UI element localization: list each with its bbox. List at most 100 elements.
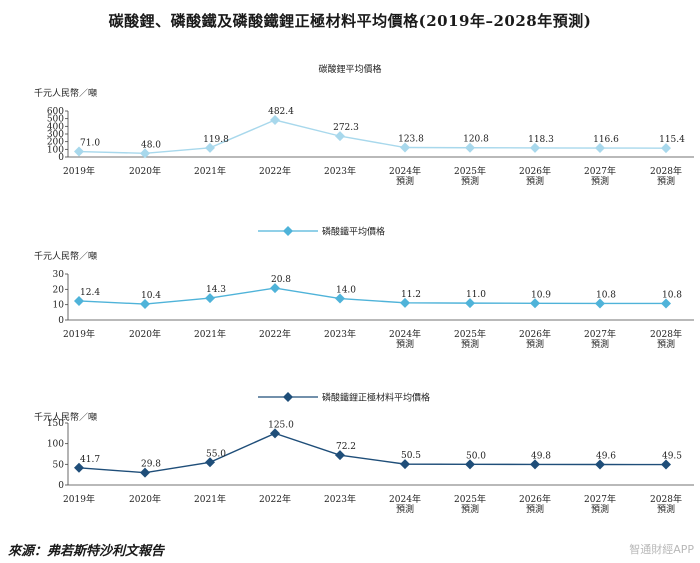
chart1-x-tick-label: 預測 [657, 175, 675, 187]
chart2-y-tick-label: 20 [53, 285, 65, 295]
chart2-data-label: 10.8 [662, 290, 682, 300]
chart1-data-point [530, 142, 540, 153]
chart2-x-tick-label: 預測 [526, 338, 544, 350]
chart2-y-tick-label: 0 [58, 316, 64, 326]
chart3-data-label: 41.7 [80, 455, 100, 465]
chart3-x-tick-label: 預測 [396, 503, 414, 515]
chart2-data-label: 10.8 [596, 290, 616, 300]
chart1-data-point [74, 146, 84, 157]
page-title: 碳酸鋰、磷酸鐵及磷酸鐵鋰正極材料平均價格(2019年–2028年預測) [108, 12, 592, 30]
chart1-data-label: 71.0 [80, 139, 100, 149]
chart1-y-tick-label: 300 [47, 130, 64, 140]
chart2-x-tick-label: 2026年 [519, 328, 551, 340]
chart2-data-label: 12.4 [80, 288, 100, 298]
chart3-x-tick-label: 2025年 [454, 493, 486, 505]
chart2-x-tick-label: 2024年 [389, 328, 421, 340]
chart1-y-tick-label: 100 [47, 145, 64, 155]
chart3-data-point [661, 459, 671, 470]
chart3-data-label: 125.0 [268, 420, 294, 430]
chart2-data-point [400, 297, 410, 308]
chart3-data-point [270, 428, 280, 439]
chart3-x-tick-label: 2021年 [194, 493, 226, 505]
chart1-x-tick-label: 2026年 [519, 165, 551, 177]
chart2-data-label: 11.2 [401, 290, 421, 300]
chart3-y-tick-label: 50 [53, 460, 65, 470]
chart3-x-tick-label: 2027年 [584, 493, 616, 505]
chart3-x-tick-label: 2028年 [650, 493, 682, 505]
chart2-x-tick-label: 預測 [461, 338, 479, 350]
chart2-data-label: 14.3 [206, 285, 226, 295]
chart2-data-point [595, 298, 605, 309]
chart2-x-tick-label: 預測 [591, 338, 609, 350]
chart2-data-point [530, 298, 540, 309]
chart2-legend-marker [283, 226, 293, 236]
chart2-data-point [465, 298, 475, 309]
chart2-y-tick-label: 30 [53, 270, 65, 280]
chart2-data-point [74, 295, 84, 306]
chart1-x-tick-label: 預測 [461, 175, 479, 187]
chart3-y-tick-label: 100 [47, 440, 64, 450]
chart1-x-tick-label: 2019年 [63, 165, 95, 177]
chart1-x-tick-label: 2027年 [584, 165, 616, 177]
chart3-legend-label: 磷酸鐵鋰正極材料平均價格 [322, 392, 430, 404]
chart3-x-tick-label: 預測 [461, 503, 479, 515]
chart3-data-label: 72.2 [336, 442, 356, 452]
chart1-unit-label: 千元人民幣／噸 [34, 87, 97, 99]
chart1-x-tick-label: 2022年 [259, 165, 291, 177]
chart1-data-point [661, 143, 671, 154]
chart3-data-point [205, 457, 215, 468]
chart1-data-point [270, 115, 280, 126]
chart3-data-label: 50.0 [466, 451, 486, 461]
chart3-data-label: 55.0 [206, 449, 226, 459]
chart3-data-point [140, 467, 150, 478]
chart2-x-tick-label: 2020年 [129, 328, 161, 340]
chart2-x-tick-label: 2019年 [63, 328, 95, 340]
chart2-x-tick-label: 預測 [396, 338, 414, 350]
chart1-data-label: 48.0 [141, 140, 161, 150]
chart3-data-label: 49.6 [596, 451, 616, 461]
chart3-y-tick-label: 0 [58, 481, 64, 491]
chart2-legend-label: 磷酸鐵平均價格 [322, 226, 385, 238]
chart1-x-tick-label: 2024年 [389, 165, 421, 177]
chart3-data-label: 29.8 [141, 460, 161, 470]
chart3-data-point [74, 462, 84, 473]
chart3-x-tick-label: 2026年 [519, 493, 551, 505]
chart2-data-point [661, 298, 671, 309]
chart2-data-point [205, 293, 215, 304]
chart1-y-tick-label: 600 [47, 107, 64, 117]
chart1-data-point [335, 131, 345, 142]
chart3-data-label: 50.5 [401, 451, 421, 461]
chart3-x-tick-label: 2023年 [324, 493, 356, 505]
chart1-x-tick-label: 2021年 [194, 165, 226, 177]
chart3-x-tick-label: 預測 [591, 503, 609, 515]
chart3-data-point [400, 459, 410, 470]
chart1-data-point [595, 143, 605, 154]
watermark: 智通財經APP [629, 543, 694, 556]
chart1-x-tick-label: 2028年 [650, 165, 682, 177]
chart1-title: 碳酸鋰平均價格 [318, 63, 381, 75]
chart2-unit-label: 千元人民幣／噸 [34, 250, 97, 262]
chart1-data-point [465, 142, 475, 153]
chart1-x-tick-label: 2020年 [129, 165, 161, 177]
chart3-x-tick-label: 預測 [657, 503, 675, 515]
chart3-legend-marker [283, 392, 293, 402]
chart1-x-tick-label: 2023年 [324, 165, 356, 177]
chart3-unit-label: 千元人民幣／噸 [34, 411, 97, 423]
chart3-series-line [78, 432, 667, 474]
chart1-data-label: 115.4 [659, 135, 685, 145]
chart2-x-tick-label: 2025年 [454, 328, 486, 340]
chart2-data-label: 14.0 [336, 286, 356, 296]
chart1-y-tick-label: 400 [47, 122, 64, 132]
chart2-data-label: 20.8 [271, 275, 291, 285]
chart3-x-tick-label: 2020年 [129, 493, 161, 505]
chart1-x-tick-label: 預測 [591, 175, 609, 187]
chart2-x-tick-label: 2028年 [650, 328, 682, 340]
chart3-data-label: 49.8 [531, 451, 551, 461]
chart2-series-line [78, 287, 666, 305]
chart2-data-label: 10.9 [531, 290, 551, 300]
chart2-y-tick-label: 10 [53, 301, 65, 311]
chart3-x-tick-label: 2019年 [63, 493, 95, 505]
chart1-data-label: 119.8 [203, 135, 229, 145]
chart2-x-tick-label: 2022年 [259, 328, 291, 340]
